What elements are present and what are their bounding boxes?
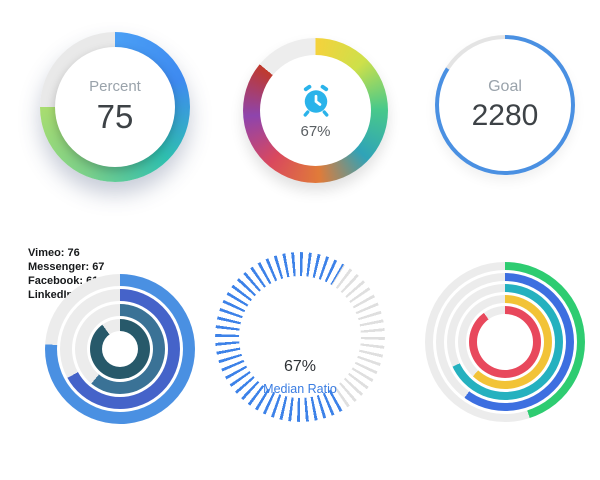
social-rings-chart <box>45 274 195 424</box>
gauge-percent-cell: Percent 75 <box>0 0 200 240</box>
percent-gauge-value: 75 <box>96 98 134 135</box>
activity-rings-cell <box>400 240 600 480</box>
ring-blue <box>436 273 574 411</box>
percent-gauge-center: Percent 75 <box>55 47 175 167</box>
ring-messenger <box>60 289 180 409</box>
ring-red <box>469 306 541 378</box>
gauge-clock-cell: 67% <box>200 0 400 240</box>
clock-gauge-center: 67% <box>260 55 371 166</box>
gauge-goal-cell: Goal 2280 <box>400 0 600 240</box>
ring-vimeo <box>45 274 195 424</box>
goal-gauge-ring: Goal 2280 <box>435 35 575 175</box>
social-rings-cell: Vimeo: 76 Messenger: 67 Facebook: 61 Lin… <box>0 240 200 480</box>
percent-gauge-ring: Percent 75 <box>40 32 190 182</box>
legend-item: Vimeo: 76 <box>28 247 80 259</box>
clock-gauge-value: 67% <box>300 122 331 140</box>
ring-facebook <box>75 304 165 394</box>
median-ratio-center: 67% Median Ratio <box>239 276 361 398</box>
clock-gauge-ring: 67% <box>243 38 388 183</box>
ring-yellow <box>458 295 552 389</box>
ring-teal <box>447 284 563 400</box>
median-ratio-gauge: 67% Median Ratio <box>215 252 385 422</box>
goal-gauge-title: Goal <box>488 77 522 95</box>
alarm-clock-icon <box>298 82 334 118</box>
legend-item: Messenger: 67 <box>28 261 105 273</box>
activity-rings-chart <box>425 262 585 422</box>
goal-gauge-value: 2280 <box>471 98 539 132</box>
median-ratio-value: 67% <box>283 358 317 375</box>
median-ratio-label: Median Ratio <box>263 382 337 396</box>
goal-gauge-center: Goal 2280 <box>439 39 571 171</box>
percent-gauge-title: Percent <box>89 78 141 95</box>
median-ratio-cell: 67% Median Ratio <box>200 240 400 480</box>
ring-linkedin <box>90 319 150 379</box>
ring-green <box>425 262 585 422</box>
